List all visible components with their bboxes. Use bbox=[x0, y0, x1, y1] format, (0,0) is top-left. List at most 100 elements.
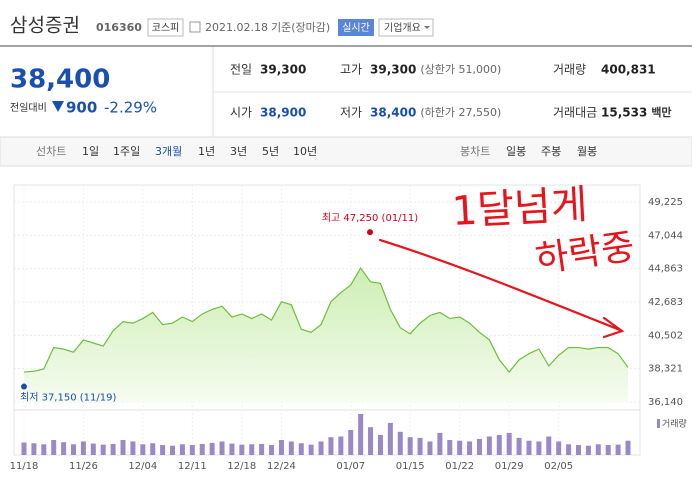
calendar-icon bbox=[189, 21, 201, 33]
volume-legend: 거래량 bbox=[662, 418, 687, 430]
volume-bar bbox=[457, 440, 463, 455]
volume-bar bbox=[160, 445, 166, 455]
x-tick-label: 12/04 bbox=[128, 461, 157, 472]
x-tick-label: 11/18 bbox=[10, 461, 39, 472]
change-rate: -2.29% bbox=[104, 99, 157, 117]
stats-table: 전일 39,300 고가 39,300 (상한가 51,000) 거래량 400,831 시가… bbox=[230, 63, 672, 120]
volume-bar bbox=[575, 445, 581, 455]
y-tick-label: 47,044 bbox=[648, 230, 683, 241]
x-tick-label: 02/05 bbox=[544, 461, 573, 472]
stat-unit: 백만 bbox=[651, 105, 671, 119]
volume-bar bbox=[358, 414, 364, 455]
volume-bar bbox=[397, 431, 403, 455]
volume-bar bbox=[31, 443, 37, 455]
volume-bar bbox=[536, 441, 542, 455]
tab[interactable]: 5년 bbox=[262, 145, 279, 158]
x-tick-label: 01/15 bbox=[396, 461, 425, 472]
basis: 기준(장마감) bbox=[271, 21, 330, 34]
y-tick-label: 44,863 bbox=[648, 264, 683, 275]
handwritten-arrow bbox=[378, 238, 625, 339]
volume-bar bbox=[407, 437, 413, 455]
stat-label: 시가 bbox=[230, 106, 252, 120]
volume-bar bbox=[546, 436, 552, 455]
volume-bar bbox=[61, 442, 67, 455]
tab[interactable]: 일봉 bbox=[506, 144, 526, 158]
tab[interactable]: 3년 bbox=[230, 145, 247, 158]
volume-bar bbox=[585, 445, 591, 455]
volume-bar bbox=[140, 444, 146, 455]
volume-bar bbox=[239, 444, 245, 455]
x-tick-label: 01/22 bbox=[445, 461, 474, 472]
price-line bbox=[23, 267, 629, 373]
volume-bar bbox=[437, 432, 443, 455]
volume-bar bbox=[615, 444, 621, 455]
change-label: 전일대비 bbox=[10, 102, 47, 114]
high-marker bbox=[367, 229, 373, 236]
stat-label: 거래량 bbox=[553, 63, 586, 77]
down-triangle bbox=[52, 101, 64, 112]
volume-bar bbox=[189, 445, 195, 455]
volume-bar bbox=[328, 437, 334, 455]
stock-code: 016360 bbox=[96, 21, 142, 34]
volume-bar bbox=[377, 435, 383, 455]
stat-label: 전일 bbox=[230, 63, 252, 77]
volume-bar bbox=[496, 435, 502, 455]
chart: 36,140 38,321 40,502 42,683 44,863 47,044 49,2… bbox=[10, 182, 687, 472]
tab[interactable]: 1주일 bbox=[113, 144, 140, 158]
volume-legend-swatch bbox=[657, 419, 660, 428]
volume-bar bbox=[516, 437, 522, 455]
volume-bar bbox=[338, 436, 344, 455]
stat-note: (하한가 27,550) bbox=[420, 105, 501, 119]
stat-value: 38,400 bbox=[370, 106, 416, 120]
volume-bar bbox=[387, 422, 393, 455]
volume-bar bbox=[566, 444, 572, 455]
date: 2021.02.18 bbox=[205, 21, 268, 34]
volume-bar bbox=[288, 441, 294, 455]
tab[interactable]: 1년 bbox=[198, 145, 215, 158]
volume-bar bbox=[486, 436, 492, 455]
realtime[interactable]: 실시간 bbox=[342, 22, 370, 34]
volume-bar bbox=[467, 441, 473, 455]
y-tick-label: 42,683 bbox=[648, 297, 683, 308]
x-tick-label: 01/29 bbox=[495, 461, 524, 472]
high-label: 최고 47,250 (01/11) bbox=[322, 212, 418, 224]
stat-label: 거래대금 bbox=[553, 106, 597, 120]
x-tick-label: 11/26 bbox=[69, 461, 98, 472]
volume-bar bbox=[41, 444, 47, 455]
stat-label: 저가 bbox=[340, 106, 362, 120]
volume-bar bbox=[209, 442, 215, 455]
tab-group-label: 봉차트 bbox=[460, 145, 490, 158]
handwriting: 하락중 bbox=[533, 226, 637, 280]
tab[interactable]: 10년 bbox=[293, 145, 317, 158]
tab[interactable]: 주봉 bbox=[541, 145, 561, 158]
volume-bar bbox=[179, 444, 185, 455]
volume-bar bbox=[605, 445, 611, 455]
market-badge bbox=[147, 18, 184, 37]
volume-bar bbox=[308, 444, 314, 455]
tab-group-label: 선차트 bbox=[36, 145, 66, 158]
volume-bar bbox=[368, 427, 374, 455]
stat-value: 39,300 bbox=[370, 63, 416, 77]
company-info[interactable]: 기업개요 bbox=[384, 21, 421, 34]
low-marker bbox=[21, 383, 27, 390]
volume-bar bbox=[259, 443, 265, 455]
volume-bar bbox=[199, 443, 205, 455]
y-tick-label: 36,140 bbox=[648, 397, 683, 408]
volume-bar bbox=[595, 444, 601, 455]
volume-bar bbox=[556, 441, 562, 455]
tab[interactable]: 3개월 bbox=[155, 145, 182, 158]
company-info-button[interactable] bbox=[378, 18, 434, 37]
volume-bar bbox=[318, 441, 324, 455]
y-tick-label: 49,225 bbox=[648, 197, 683, 208]
y-tick-label: 38,321 bbox=[648, 364, 683, 375]
volume-bar bbox=[417, 437, 423, 455]
stat-value: 38,900 bbox=[260, 106, 306, 120]
area-fill bbox=[24, 268, 628, 402]
volume-bar bbox=[506, 432, 512, 455]
realtime-button[interactable] bbox=[338, 19, 374, 36]
tab[interactable]: 1일 bbox=[82, 144, 99, 158]
tab[interactable]: 월봉 bbox=[577, 145, 597, 158]
volume-bar bbox=[278, 440, 284, 455]
volume-bar bbox=[110, 443, 116, 455]
